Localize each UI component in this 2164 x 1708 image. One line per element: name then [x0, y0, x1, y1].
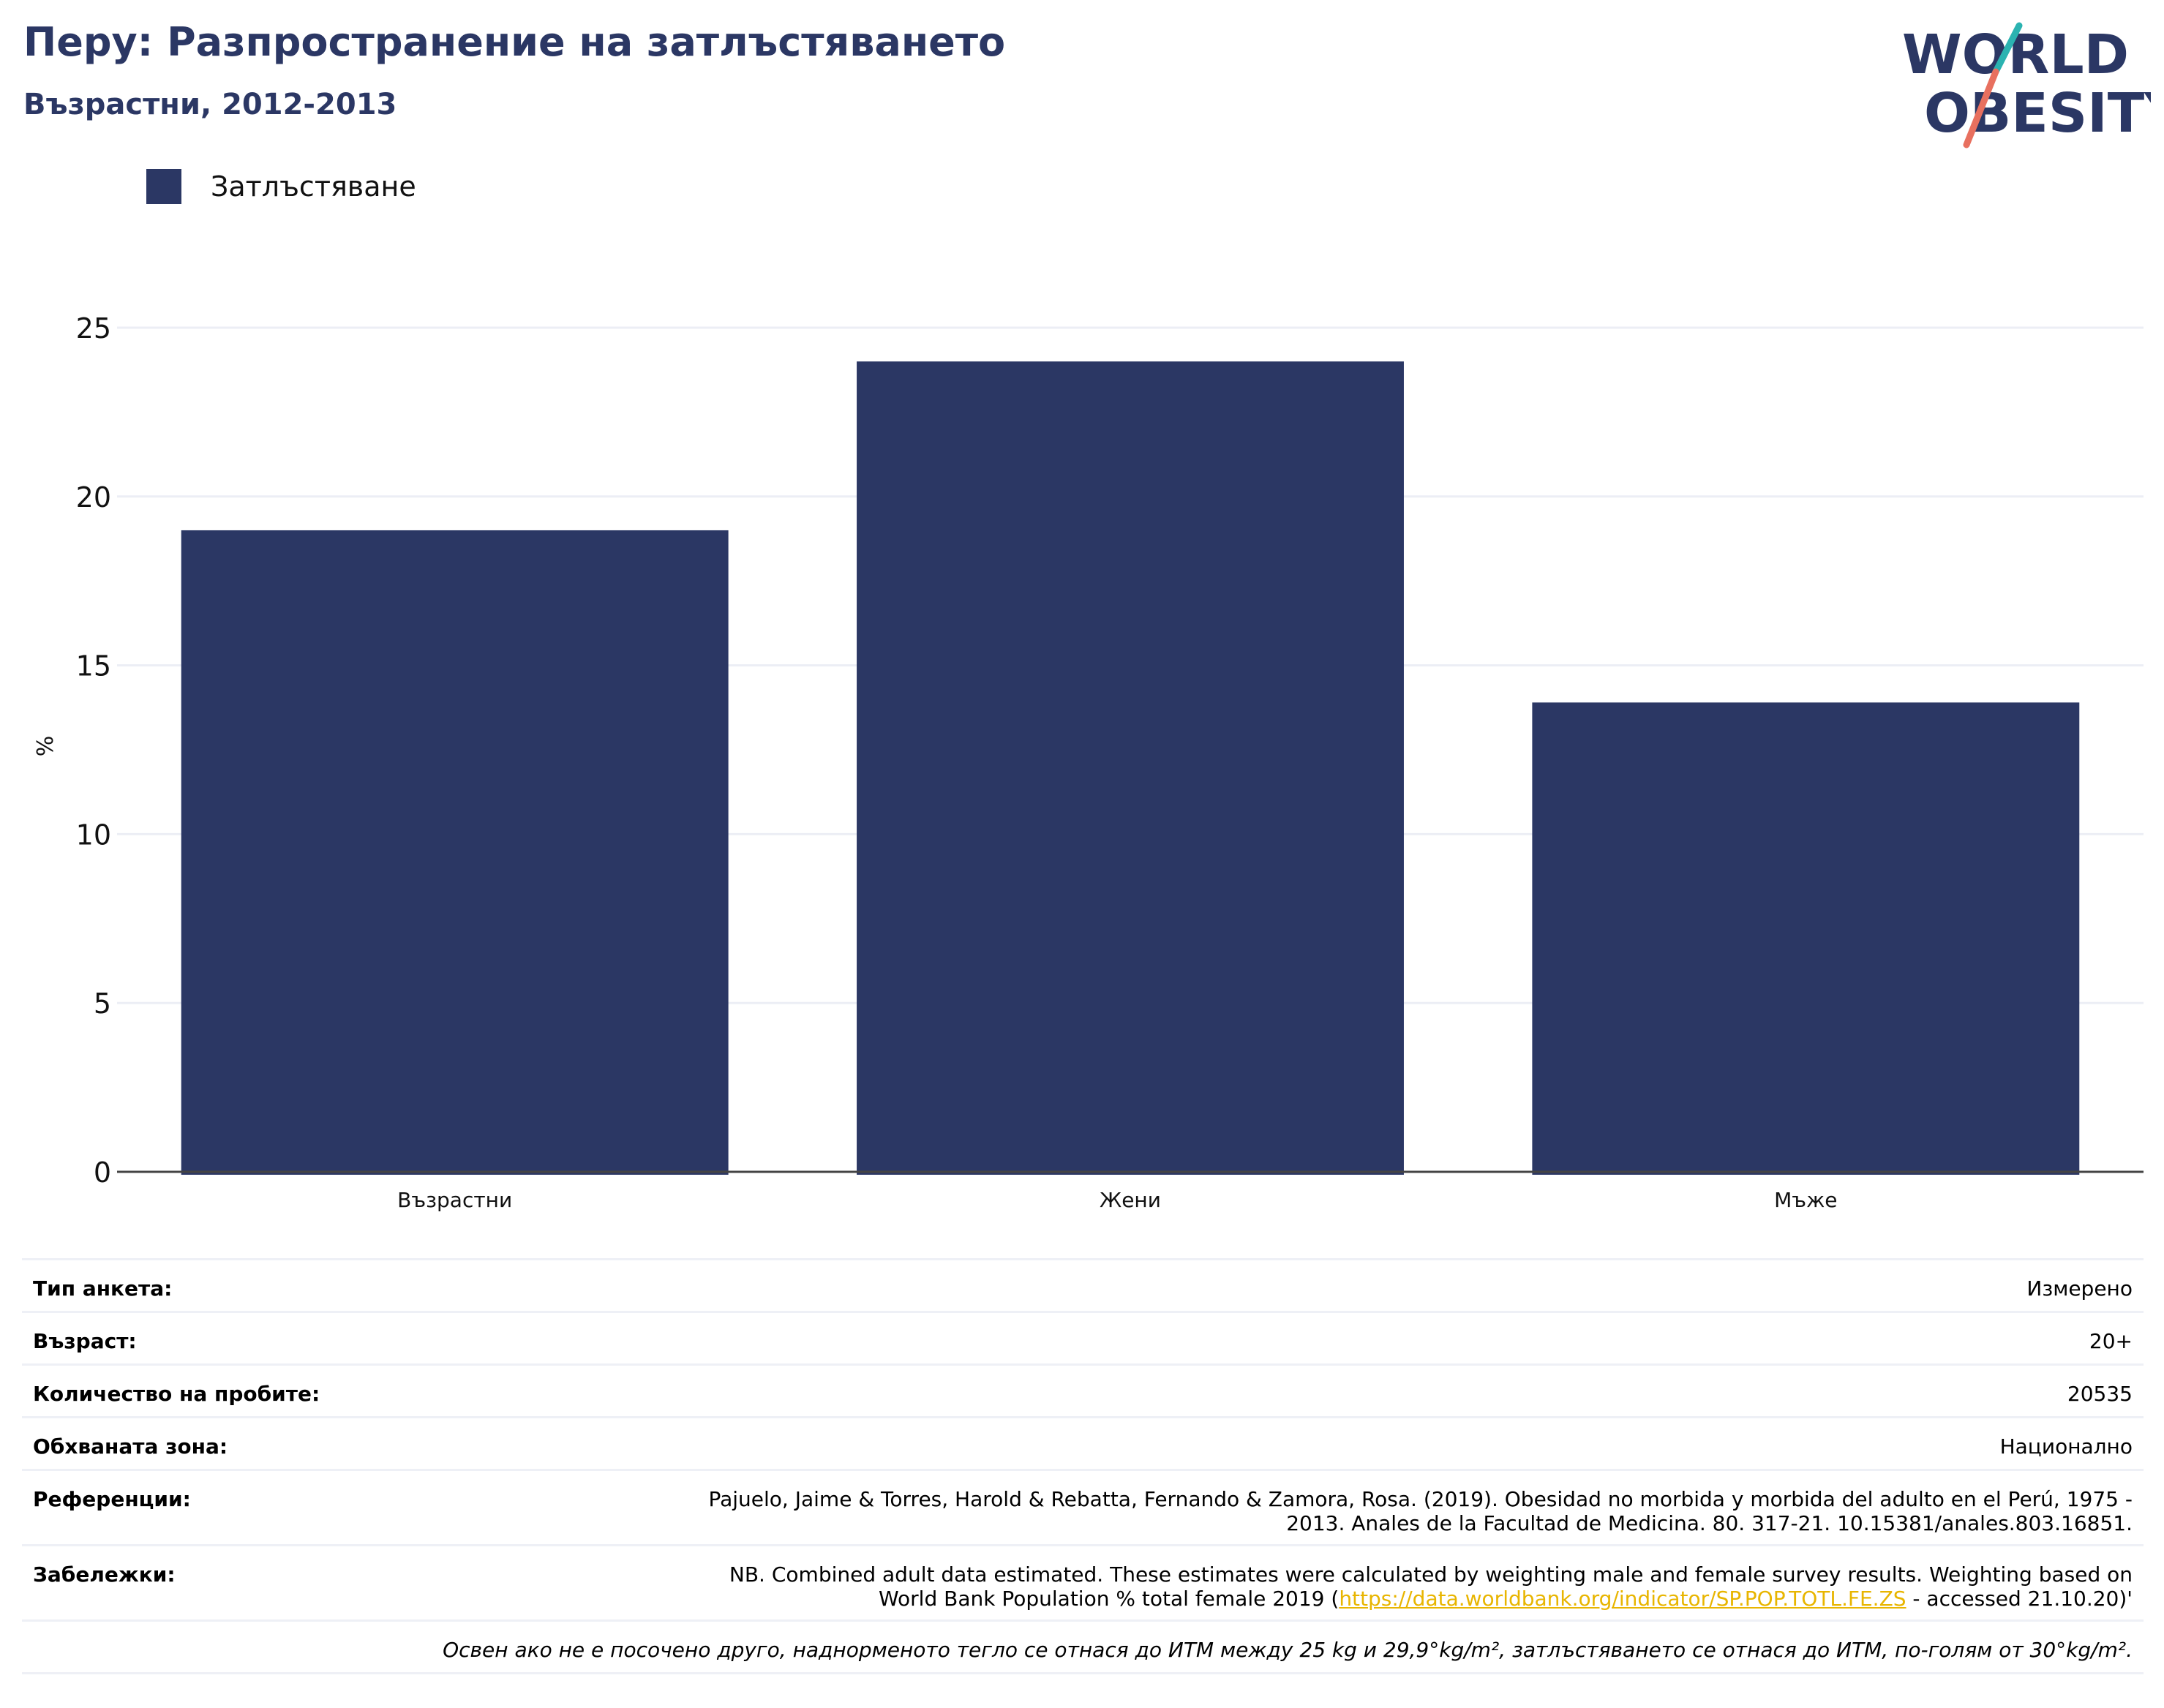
y-tick-label: 0 [94, 1156, 111, 1189]
bar [181, 530, 729, 1175]
info-row-age: Възраст: 20+ [22, 1313, 2144, 1366]
bar [857, 361, 1404, 1175]
legend-label: Затлъстяване [211, 170, 416, 203]
sample-size-label: Количество на пробите: [33, 1382, 320, 1406]
age-label: Възраст: [33, 1329, 137, 1353]
y-tick-label: 10 [76, 819, 111, 851]
info-table: Тип анкета: Измерено Възраст: 20+ Количе… [22, 1258, 2144, 1674]
chart-legend: Затлъстяване [146, 168, 416, 205]
references-label: Референции: [33, 1487, 191, 1511]
survey-type-label: Тип анкета: [33, 1276, 173, 1301]
info-row-notes: Забележки: NB. Combined adult data estim… [22, 1546, 2144, 1622]
area-value: Национално [1999, 1434, 2133, 1459]
x-tick-label: Жени [1100, 1188, 1161, 1212]
info-row-sample-size: Количество на пробите: 20535 [22, 1366, 2144, 1418]
references-line-1: Pajuelo, Jaime & Torres, Harold & Rebatt… [708, 1487, 2133, 1511]
y-axis-label: % [33, 736, 59, 757]
survey-type-value: Измерено [2026, 1276, 2133, 1301]
info-row-area: Обхваната зона: Национално [22, 1418, 2144, 1471]
y-tick-label: 15 [76, 650, 111, 682]
x-tick-label: Мъже [1774, 1188, 1837, 1212]
notes-line-1: NB. Combined adult data estimated. These… [729, 1562, 2133, 1587]
area-label: Обхваната зона: [33, 1434, 228, 1459]
legend-swatch [146, 169, 181, 204]
page-subtitle: Възрастни, 2012-2013 [23, 88, 397, 121]
notes-value: NB. Combined adult data estimated. These… [729, 1562, 2133, 1611]
logo-text-obesity: OBESITY [1924, 82, 2151, 145]
x-tick-label: Възрастни [397, 1188, 512, 1212]
references-line-2: 2013. Anales de la Facultad de Medicina.… [1286, 1511, 2133, 1535]
age-value: 20+ [2089, 1329, 2133, 1353]
references-value: Pajuelo, Jaime & Torres, Harold & Rebatt… [708, 1487, 2133, 1535]
worldbank-link[interactable]: https://data.worldbank.org/indicator/SP.… [1339, 1587, 1906, 1611]
y-tick-label: 5 [94, 987, 111, 1020]
bar-chart: 0 5 10 15 20 25% Възрастни Жени Мъже [33, 312, 2144, 1212]
sample-size-value: 20535 [2067, 1382, 2133, 1406]
world-obesity-logo: WORLD OBESITY [1902, 22, 2151, 148]
info-row-references: Референции: Pajuelo, Jaime & Torres, Har… [22, 1471, 2144, 1546]
y-tick-label: 20 [76, 481, 111, 513]
y-tick-label: 25 [76, 312, 111, 345]
bmi-footnote: Освен ако не е посочено друго, наднормен… [22, 1622, 2144, 1674]
info-row-survey-type: Тип анкета: Измерено [22, 1260, 2144, 1313]
notes-label: Забележки: [33, 1562, 176, 1587]
bar [1532, 702, 2080, 1175]
notes-line-2-end: - accessed 21.10.20)' [1906, 1587, 2133, 1611]
notes-line-2-start: World Bank Population % total female 201… [878, 1587, 1340, 1611]
page-title: Перу: Разпространение на затлъстяването [23, 19, 1006, 65]
